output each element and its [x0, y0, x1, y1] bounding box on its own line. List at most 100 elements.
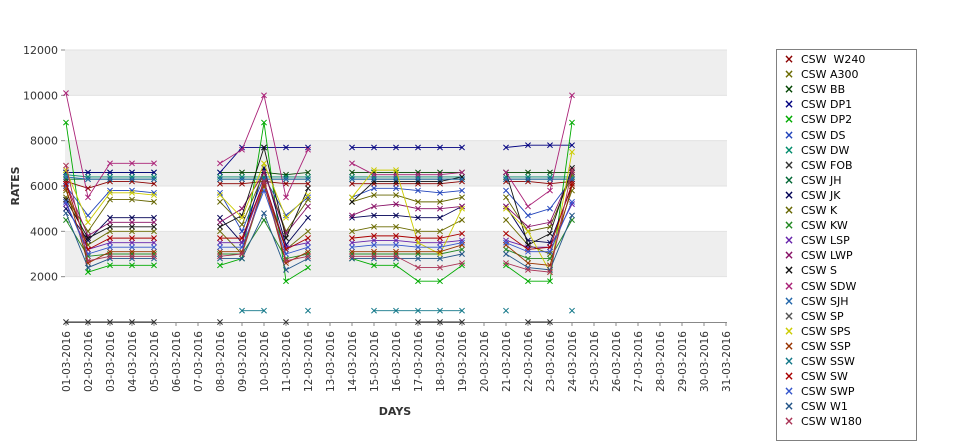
data-point: [305, 214, 311, 221]
x-tick-label: 06-03-2016: [171, 331, 183, 392]
legend-marker-icon: ×: [783, 278, 795, 293]
data-point: [151, 248, 157, 255]
data-point: [349, 239, 355, 246]
data-point: [151, 228, 157, 235]
data-point: [437, 171, 443, 178]
data-point: [415, 173, 421, 180]
data-point: [129, 239, 135, 246]
data-point: [569, 92, 575, 99]
data-point: [547, 248, 553, 255]
data-point: [503, 260, 509, 267]
x-tick-label: 31-03-2016: [721, 331, 733, 392]
data-point: [151, 176, 157, 183]
data-point: [569, 164, 575, 171]
data-point: [217, 198, 223, 205]
data-point: [107, 223, 113, 230]
x-tick-label: 25-03-2016: [589, 331, 601, 392]
data-point: [349, 228, 355, 235]
data-point: [217, 248, 223, 255]
data-point: [415, 239, 421, 246]
series-line: [505, 167, 573, 246]
legend-item: × CSW DW: [777, 143, 916, 158]
series-csw-w240: [63, 178, 575, 192]
data-point: [503, 178, 509, 185]
legend-label: CSW SPS: [801, 324, 851, 338]
data-point: [85, 176, 91, 183]
legend-label: CSW SP: [801, 309, 844, 323]
data-point: [107, 196, 113, 203]
data-point: [437, 176, 443, 183]
x-tick-label: 17-03-2016: [413, 331, 425, 392]
series-line: [352, 249, 463, 255]
data-point: [107, 160, 113, 167]
data-point: [107, 253, 113, 260]
legend: × CSW W240 × CSW A300 × CSW BB × CSW DP1 × CSW DP…: [776, 49, 917, 441]
x-tick-label: 28-03-2016: [655, 331, 667, 392]
data-point: [415, 264, 421, 271]
y-tick-label: 12000: [23, 44, 58, 57]
data-point: [393, 192, 399, 199]
data-point: [151, 262, 157, 269]
legend-label: CSW SSW: [801, 355, 855, 368]
series-csw-ds: [63, 173, 575, 235]
data-point: [151, 255, 157, 262]
data-point: [63, 210, 69, 217]
data-point: [129, 223, 135, 230]
data-point: [283, 144, 289, 151]
data-point: [305, 173, 311, 180]
legend-marker-icon: ×: [783, 52, 795, 66]
data-point: [151, 169, 157, 176]
data-point: [371, 180, 377, 187]
legend-marker-icon: ×: [783, 308, 795, 323]
data-point: [129, 228, 135, 235]
data-point: [525, 319, 531, 325]
data-point: [437, 255, 443, 262]
data-point: [459, 169, 465, 176]
legend-label: CSW A300: [801, 68, 859, 82]
data-point: [151, 235, 157, 242]
legend-marker-icon: ×: [783, 399, 795, 414]
data-point: [217, 214, 223, 221]
data-point: [459, 217, 465, 223]
data-point: [569, 167, 575, 174]
data-point: [503, 230, 509, 237]
data-point: [283, 257, 289, 264]
data-point: [569, 217, 575, 223]
data-point: [415, 228, 421, 235]
data-point: [525, 178, 531, 185]
legend-label: CSW LSP: [801, 234, 850, 248]
data-point: [305, 169, 311, 176]
data-point: [415, 171, 421, 178]
series-line: [351, 162, 463, 176]
series-line: [351, 194, 463, 203]
data-point: [547, 187, 553, 194]
data-point: [393, 212, 399, 219]
data-point: [437, 228, 443, 235]
data-point: [107, 169, 113, 176]
legend-label: CSW SJH: [801, 294, 849, 308]
data-point: [129, 178, 135, 185]
series-line: [351, 242, 463, 248]
data-point: [217, 189, 223, 196]
x-tick-label: 10-03-2016: [259, 331, 271, 392]
x-tick-label: 11-03-2016: [281, 331, 293, 392]
data-point: [305, 239, 311, 246]
data-point: [371, 251, 377, 257]
data-point: [349, 251, 355, 257]
plot-band: [65, 140, 727, 186]
plot-band: [65, 95, 727, 141]
data-point: [525, 255, 531, 262]
data-point: [371, 203, 377, 210]
data-point: [63, 90, 69, 97]
data-point: [261, 307, 267, 314]
legend-item: × CSW BB: [777, 82, 916, 97]
data-point: [547, 244, 553, 251]
x-axis-label: DAYS: [379, 405, 412, 418]
data-point: [239, 176, 245, 183]
data-point: [371, 176, 377, 183]
data-point: [415, 176, 421, 183]
data-point: [437, 144, 443, 151]
data-point: [525, 212, 531, 219]
data-point: [459, 144, 465, 151]
data-point: [107, 235, 113, 242]
